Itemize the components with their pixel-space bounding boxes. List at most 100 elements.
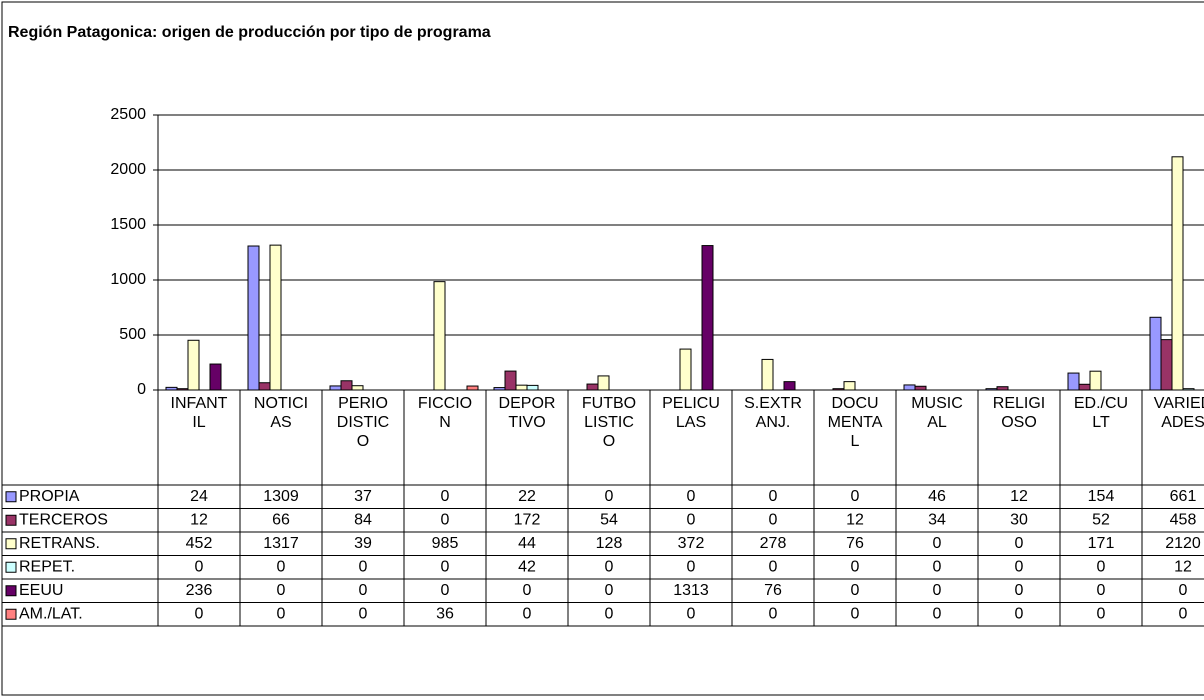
bar xyxy=(433,281,446,391)
table-value: 12 xyxy=(190,511,208,528)
table-value: 24 xyxy=(190,488,208,505)
table-value: 372 xyxy=(678,535,705,552)
table-value: 0 xyxy=(277,605,286,622)
bar xyxy=(1089,370,1102,391)
table-value: 0 xyxy=(769,558,778,575)
table-value: 128 xyxy=(596,535,623,552)
table-value: 0 xyxy=(851,488,860,505)
table-value: 37 xyxy=(354,488,372,505)
legend-key xyxy=(5,538,17,550)
category-label: FUTBOLISTICO xyxy=(581,395,637,450)
table-value: 0 xyxy=(441,558,450,575)
table-value: 0 xyxy=(277,582,286,599)
bar xyxy=(1149,316,1162,391)
y-tick-label: 500 xyxy=(119,326,146,343)
table-value: 0 xyxy=(1015,558,1024,575)
table-value: 2120 xyxy=(1165,535,1201,552)
table-value: 1313 xyxy=(673,582,709,599)
table-value: 0 xyxy=(687,511,696,528)
table-value: 0 xyxy=(933,582,942,599)
table-value: 0 xyxy=(605,558,614,575)
table-value: 0 xyxy=(441,488,450,505)
table-value: 0 xyxy=(605,605,614,622)
bar xyxy=(187,339,200,391)
table-value: 39 xyxy=(354,535,372,552)
table-value: 236 xyxy=(186,582,213,599)
table-value: 0 xyxy=(851,582,860,599)
table-value: 0 xyxy=(1015,582,1024,599)
table-value: 0 xyxy=(933,558,942,575)
table-value: 985 xyxy=(432,535,459,552)
table-value: 0 xyxy=(523,582,532,599)
table-value: 0 xyxy=(523,605,532,622)
legend-key xyxy=(5,608,17,620)
bar xyxy=(209,363,222,391)
category-label: DEPORTIVO xyxy=(498,395,556,431)
bar xyxy=(247,245,260,391)
category-label: FICCION xyxy=(417,395,473,431)
table-value: 84 xyxy=(354,511,372,528)
table-value: 0 xyxy=(1097,582,1106,599)
category-label: PERIODISTICO xyxy=(336,395,390,450)
table-value: 0 xyxy=(769,488,778,505)
legend-key xyxy=(5,491,17,503)
legend-label: RETRANS. xyxy=(19,535,100,552)
legend-key xyxy=(5,561,17,573)
legend-key xyxy=(5,585,17,597)
table-value: 54 xyxy=(600,511,618,528)
table-value: 0 xyxy=(769,511,778,528)
table-value: 0 xyxy=(1015,535,1024,552)
table-value: 0 xyxy=(359,582,368,599)
table-value: 0 xyxy=(441,582,450,599)
bar xyxy=(1160,339,1173,391)
category-label: S.EXTRANJ. xyxy=(744,395,802,431)
y-tick-label: 0 xyxy=(137,381,146,398)
table-value: 0 xyxy=(687,488,696,505)
category-label: INFANTIL xyxy=(170,395,228,431)
table-value: 0 xyxy=(769,605,778,622)
table-value: 12 xyxy=(846,511,864,528)
table-value: 0 xyxy=(195,558,204,575)
bar xyxy=(679,348,692,391)
legend-label: AM./LAT. xyxy=(19,605,83,622)
table-value: 458 xyxy=(1170,511,1197,528)
table-value: 0 xyxy=(605,582,614,599)
table-value: 1317 xyxy=(263,535,299,552)
y-tick-label: 2500 xyxy=(110,106,146,123)
chart-title: Región Patagonica: origen de producción … xyxy=(8,24,491,41)
table-value: 0 xyxy=(687,558,696,575)
table-value: 0 xyxy=(933,535,942,552)
y-tick-label: 1500 xyxy=(110,216,146,233)
table-value: 0 xyxy=(441,511,450,528)
legend-label: EEUU xyxy=(19,582,63,599)
bar xyxy=(597,375,610,391)
table-value: 0 xyxy=(1097,605,1106,622)
bar xyxy=(843,381,856,391)
bar xyxy=(914,385,927,391)
table-value: 76 xyxy=(846,535,864,552)
legend-key xyxy=(5,514,17,526)
bar xyxy=(269,244,282,391)
table-value: 154 xyxy=(1088,488,1115,505)
legend-label: TERCEROS xyxy=(19,511,108,528)
bar xyxy=(1067,372,1080,391)
bar xyxy=(761,358,774,391)
table-value: 0 xyxy=(1097,558,1106,575)
table-value: 0 xyxy=(359,605,368,622)
legend-label: PROPIA xyxy=(19,488,80,505)
bar xyxy=(340,380,353,391)
table-value: 22 xyxy=(518,488,536,505)
table-value: 0 xyxy=(605,488,614,505)
table-value: 0 xyxy=(1015,605,1024,622)
table-value: 0 xyxy=(687,605,696,622)
bar xyxy=(1171,156,1184,391)
bar xyxy=(526,384,539,391)
y-tick-label: 2000 xyxy=(110,161,146,178)
table-value: 76 xyxy=(764,582,782,599)
table-value: 34 xyxy=(928,511,946,528)
table-value: 0 xyxy=(277,558,286,575)
table-value: 661 xyxy=(1170,488,1197,505)
category-label: PELICULAS xyxy=(662,395,720,431)
category-label: DOCUMENTAL xyxy=(827,395,883,450)
